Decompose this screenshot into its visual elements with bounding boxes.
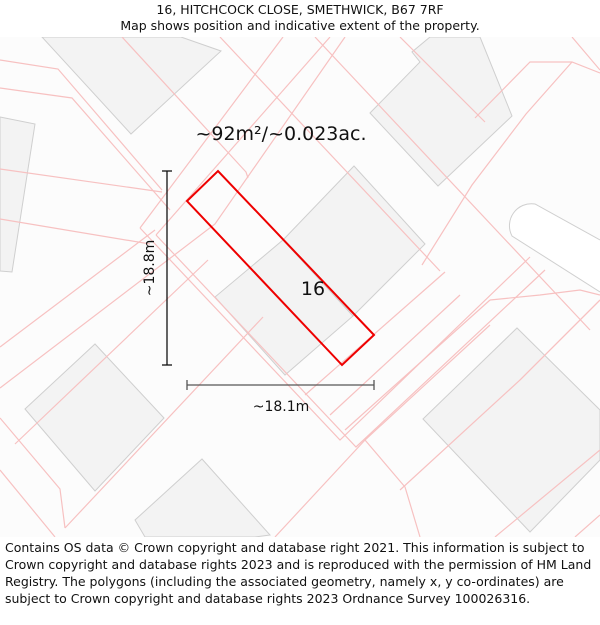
- width-dimension-line: [186, 380, 375, 390]
- building: [134, 458, 272, 537]
- building: [24, 343, 165, 492]
- property-address-title: 16, HITCHCOCK CLOSE, SMETHWICK, B67 7RF: [156, 2, 444, 17]
- width-dimension-label: ~18.1m: [253, 399, 310, 415]
- plot-number-label: 16: [301, 278, 325, 300]
- building: [422, 327, 600, 533]
- building: [369, 37, 513, 187]
- area-label: ~92m²/~0.023ac.: [195, 123, 366, 145]
- building: [41, 37, 222, 135]
- map-subtitle: Map shows position and indicative extent…: [120, 18, 480, 33]
- map-header: 16, HITCHCOCK CLOSE, SMETHWICK, B67 7RF …: [0, 0, 600, 37]
- property-map[interactable]: ~92m²/~0.023ac. 16 ~18.8m ~18.1m: [0, 37, 600, 537]
- property-boundary[interactable]: [185, 169, 376, 367]
- turning-head: [508, 203, 600, 293]
- building: [0, 116, 36, 273]
- copyright-attribution: Contains OS data © Crown copyright and d…: [5, 540, 592, 606]
- parcel-boundaries: [0, 37, 600, 537]
- height-dimension-line: [162, 170, 172, 366]
- buildings: [0, 37, 600, 537]
- height-dimension-label: ~18.8m: [142, 240, 158, 297]
